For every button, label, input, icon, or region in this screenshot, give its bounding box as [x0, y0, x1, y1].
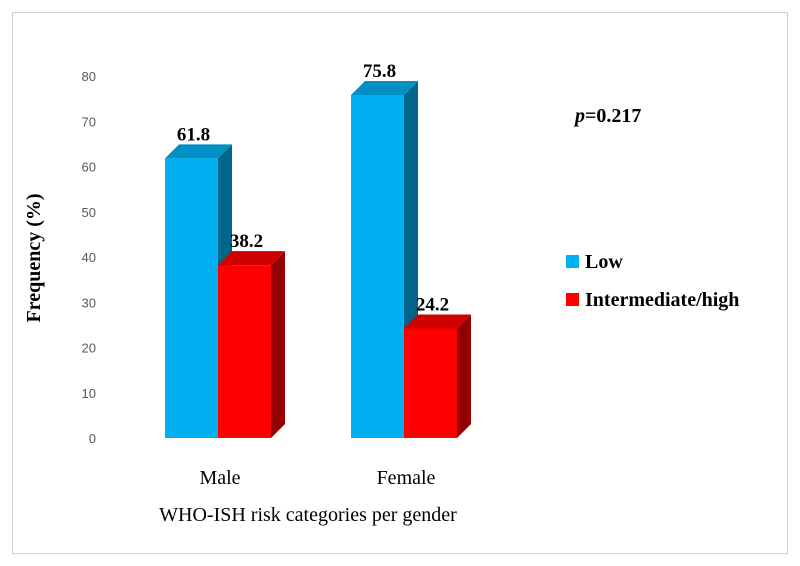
y-tick-label-0: 0 [89, 431, 96, 446]
y-tick-label-8: 80 [82, 69, 96, 84]
bar-top-female-0 [351, 81, 418, 96]
y-tick-label-6: 60 [82, 160, 96, 175]
x-tick-label-female: Female [377, 467, 436, 489]
legend-label-0: Low [585, 251, 623, 273]
p-value-annotation: p=0.217 [573, 105, 641, 127]
bar-top-female-1 [404, 314, 471, 329]
data-label-female-1: 24.2 [416, 294, 449, 315]
x-axis-label: WHO-ISH risk categories per gender [159, 504, 457, 526]
y-tick-label-7: 70 [82, 114, 96, 129]
legend-swatch-1 [566, 293, 579, 306]
bar-female-1 [404, 328, 457, 438]
bar-side-female-1 [457, 314, 471, 438]
p-value-symbol: p [573, 105, 585, 127]
y-tick-label-4: 40 [82, 250, 96, 265]
bar-male-1 [218, 265, 271, 438]
bar-male-0 [165, 158, 218, 439]
bar-top-male-1 [218, 251, 285, 266]
data-label-male-1: 38.2 [230, 231, 263, 252]
y-tick-label-3: 30 [82, 295, 96, 310]
legend-swatch-0 [566, 255, 579, 268]
x-tick-label-male: Male [199, 467, 240, 489]
data-label-male-0: 61.8 [177, 124, 210, 145]
data-label-female-0: 75.8 [363, 61, 396, 82]
y-axis-label: Frequency (%) [23, 193, 45, 322]
y-tick-label-5: 50 [82, 205, 96, 220]
y-tick-label-1: 10 [82, 386, 96, 401]
bar-top-male-0 [165, 144, 232, 159]
legend-label-1: Intermediate/high [585, 289, 739, 311]
bar-female-0 [351, 95, 404, 438]
p-value-text: =0.217 [585, 105, 641, 127]
y-tick-label-2: 20 [82, 341, 96, 356]
bar-side-male-1 [271, 251, 285, 438]
